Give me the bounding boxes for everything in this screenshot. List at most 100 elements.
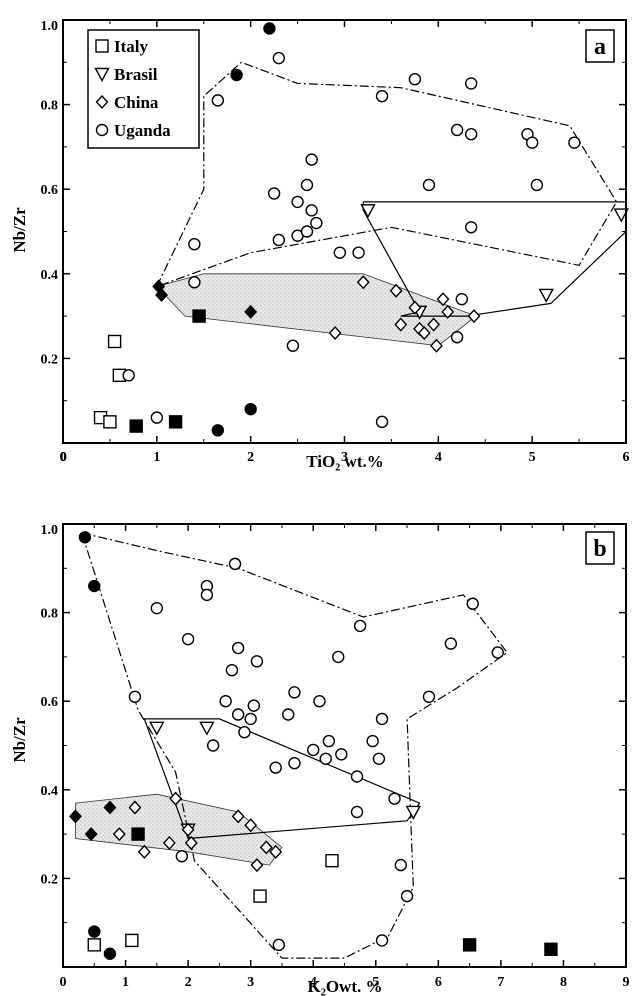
brasil-point	[405, 805, 421, 820]
china-point	[112, 827, 126, 842]
uganda-point	[310, 216, 323, 230]
china-point	[389, 283, 403, 298]
brasil-point	[613, 208, 629, 223]
uganda-point	[335, 748, 348, 761]
italy-point	[462, 938, 477, 952]
uganda-point	[400, 889, 414, 903]
x-tick-label: 7	[497, 975, 504, 990]
y-tick-label: 0.8	[41, 99, 59, 114]
china-point	[128, 800, 142, 815]
uganda-point	[88, 925, 101, 938]
italy-point	[129, 419, 143, 433]
uganda-point	[150, 601, 164, 615]
china-point	[244, 304, 258, 319]
china-point	[441, 304, 455, 319]
panel-label: b	[593, 536, 606, 562]
legend-uganda-marker	[95, 123, 109, 137]
china-point	[162, 835, 176, 850]
uganda-point	[128, 690, 142, 703]
uganda-point	[530, 178, 544, 192]
y-tick-label: 0.4	[41, 268, 59, 283]
uganda-point	[231, 641, 245, 655]
uganda-point	[288, 757, 301, 770]
x-tick-label: 5	[372, 975, 379, 990]
uganda-point	[206, 739, 220, 752]
uganda-point	[464, 221, 478, 234]
italy-point	[544, 942, 558, 956]
uganda-point	[464, 77, 478, 90]
y-tick-label: 0	[60, 450, 67, 465]
x-tick-label: 8	[560, 975, 567, 990]
uganda-point	[568, 136, 581, 149]
italy-point	[253, 889, 267, 903]
china-point	[328, 325, 342, 341]
uganda-point	[305, 204, 318, 217]
axis-ticks: 0 1 2 3 4 5 600.20.40.60.81.0	[41, 19, 630, 465]
uganda-point	[286, 339, 300, 352]
italy-point	[87, 938, 101, 952]
italy-point	[325, 853, 339, 868]
china-point	[103, 800, 117, 815]
legend-uganda-label: Uganda	[114, 121, 171, 140]
legend-brasil-marker	[94, 67, 110, 82]
x-tick-label: 3	[341, 450, 348, 465]
china-point	[250, 858, 264, 873]
china-point	[427, 317, 441, 332]
x-tick-label: 1	[153, 450, 160, 465]
uganda-point	[422, 690, 436, 703]
x-tick-label: 6	[435, 975, 442, 990]
uganda-point	[466, 597, 479, 610]
uganda-point	[444, 637, 458, 650]
uganda-point	[300, 225, 314, 238]
legend-china-marker	[95, 94, 109, 110]
china-point	[181, 822, 195, 837]
china-point	[155, 287, 168, 302]
uganda-point	[375, 934, 389, 947]
data-points	[93, 22, 629, 437]
italy-point	[125, 933, 139, 948]
uganda-point	[272, 233, 286, 247]
china-point	[244, 818, 258, 833]
uganda-point	[250, 655, 264, 668]
china-point	[231, 809, 245, 824]
china-point	[408, 300, 422, 315]
italy-point	[131, 827, 145, 841]
uganda-point	[282, 708, 295, 721]
uganda-point	[352, 246, 365, 259]
y-tick-label: 1.0	[41, 523, 59, 538]
uganda-point	[88, 579, 101, 593]
legend-brasil-label: Brasil	[114, 65, 158, 84]
uganda-point	[122, 369, 135, 382]
china-point	[169, 791, 183, 806]
uganda-point	[525, 136, 539, 149]
china-point	[84, 827, 98, 842]
uganda-point	[225, 663, 239, 677]
x-tick-label: 0	[60, 975, 67, 990]
uganda-point	[211, 424, 225, 437]
uganda-point	[244, 712, 257, 726]
x-tick-label: 5	[529, 450, 536, 465]
china-point	[417, 325, 431, 341]
uganda-point	[455, 292, 468, 306]
uganda-point	[319, 752, 332, 765]
y-tick-label: 0.6	[41, 695, 59, 710]
plot-frame	[62, 523, 627, 968]
x-tick-label: 1	[122, 975, 129, 990]
legend-italy-label: Italy	[114, 37, 149, 56]
uganda-point	[375, 89, 389, 103]
uganda-point	[78, 531, 92, 544]
brasil-point	[538, 288, 554, 303]
uganda-point	[366, 734, 379, 748]
y-tick-label: 0.2	[41, 872, 59, 887]
china-point	[269, 844, 283, 859]
uganda-point	[181, 632, 195, 646]
uganda-point	[350, 805, 364, 819]
field-uganda-outline	[80, 532, 508, 959]
uganda-point	[288, 686, 301, 699]
uganda-point	[307, 743, 320, 757]
x-tick-label: 2	[185, 975, 192, 990]
panel-label-box: b	[585, 531, 615, 565]
china-point	[467, 309, 481, 324]
panel-label-box: a	[585, 29, 615, 63]
